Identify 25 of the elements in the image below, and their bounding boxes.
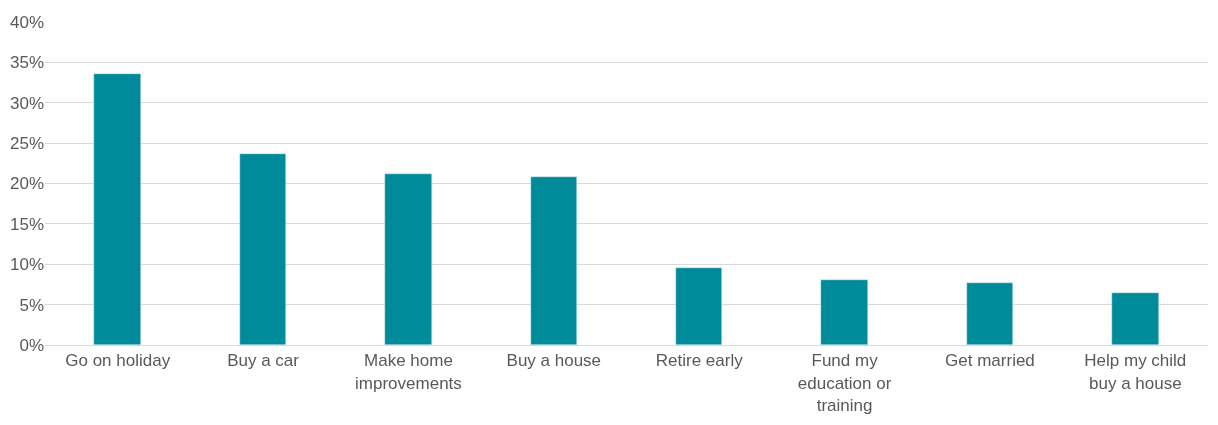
y-tick-label: 35% <box>9 53 44 73</box>
y-tick-label: 20% <box>9 174 44 194</box>
y-tick-label: 25% <box>9 134 44 154</box>
bar <box>1111 292 1159 345</box>
x-tick-label: Retire early <box>655 351 744 371</box>
bar <box>675 267 722 345</box>
y-tick-label: 30% <box>9 93 44 113</box>
bar <box>966 282 1013 345</box>
x-tick-label: Buy a house <box>506 351 602 371</box>
x-tick-label: Make home improvements <box>355 351 462 393</box>
y-tick-label: 40% <box>9 12 44 32</box>
bar <box>93 73 141 345</box>
bar <box>530 176 577 345</box>
x-tick-label: Fund my education or training <box>797 351 892 415</box>
bar <box>239 153 286 345</box>
x-tick-label: Go on holiday <box>65 351 171 371</box>
x-tick-label: Help my child buy a house <box>1084 351 1187 393</box>
y-tick-label: 10% <box>9 255 44 275</box>
bar <box>384 173 432 345</box>
x-tick-label: Buy a car <box>227 351 300 371</box>
bar <box>820 279 868 345</box>
y-tick-label: 0% <box>19 335 44 355</box>
y-tick-label: 15% <box>9 214 44 234</box>
x-tick-label: Get married <box>945 351 1035 371</box>
y-tick-label: 5% <box>19 295 44 315</box>
